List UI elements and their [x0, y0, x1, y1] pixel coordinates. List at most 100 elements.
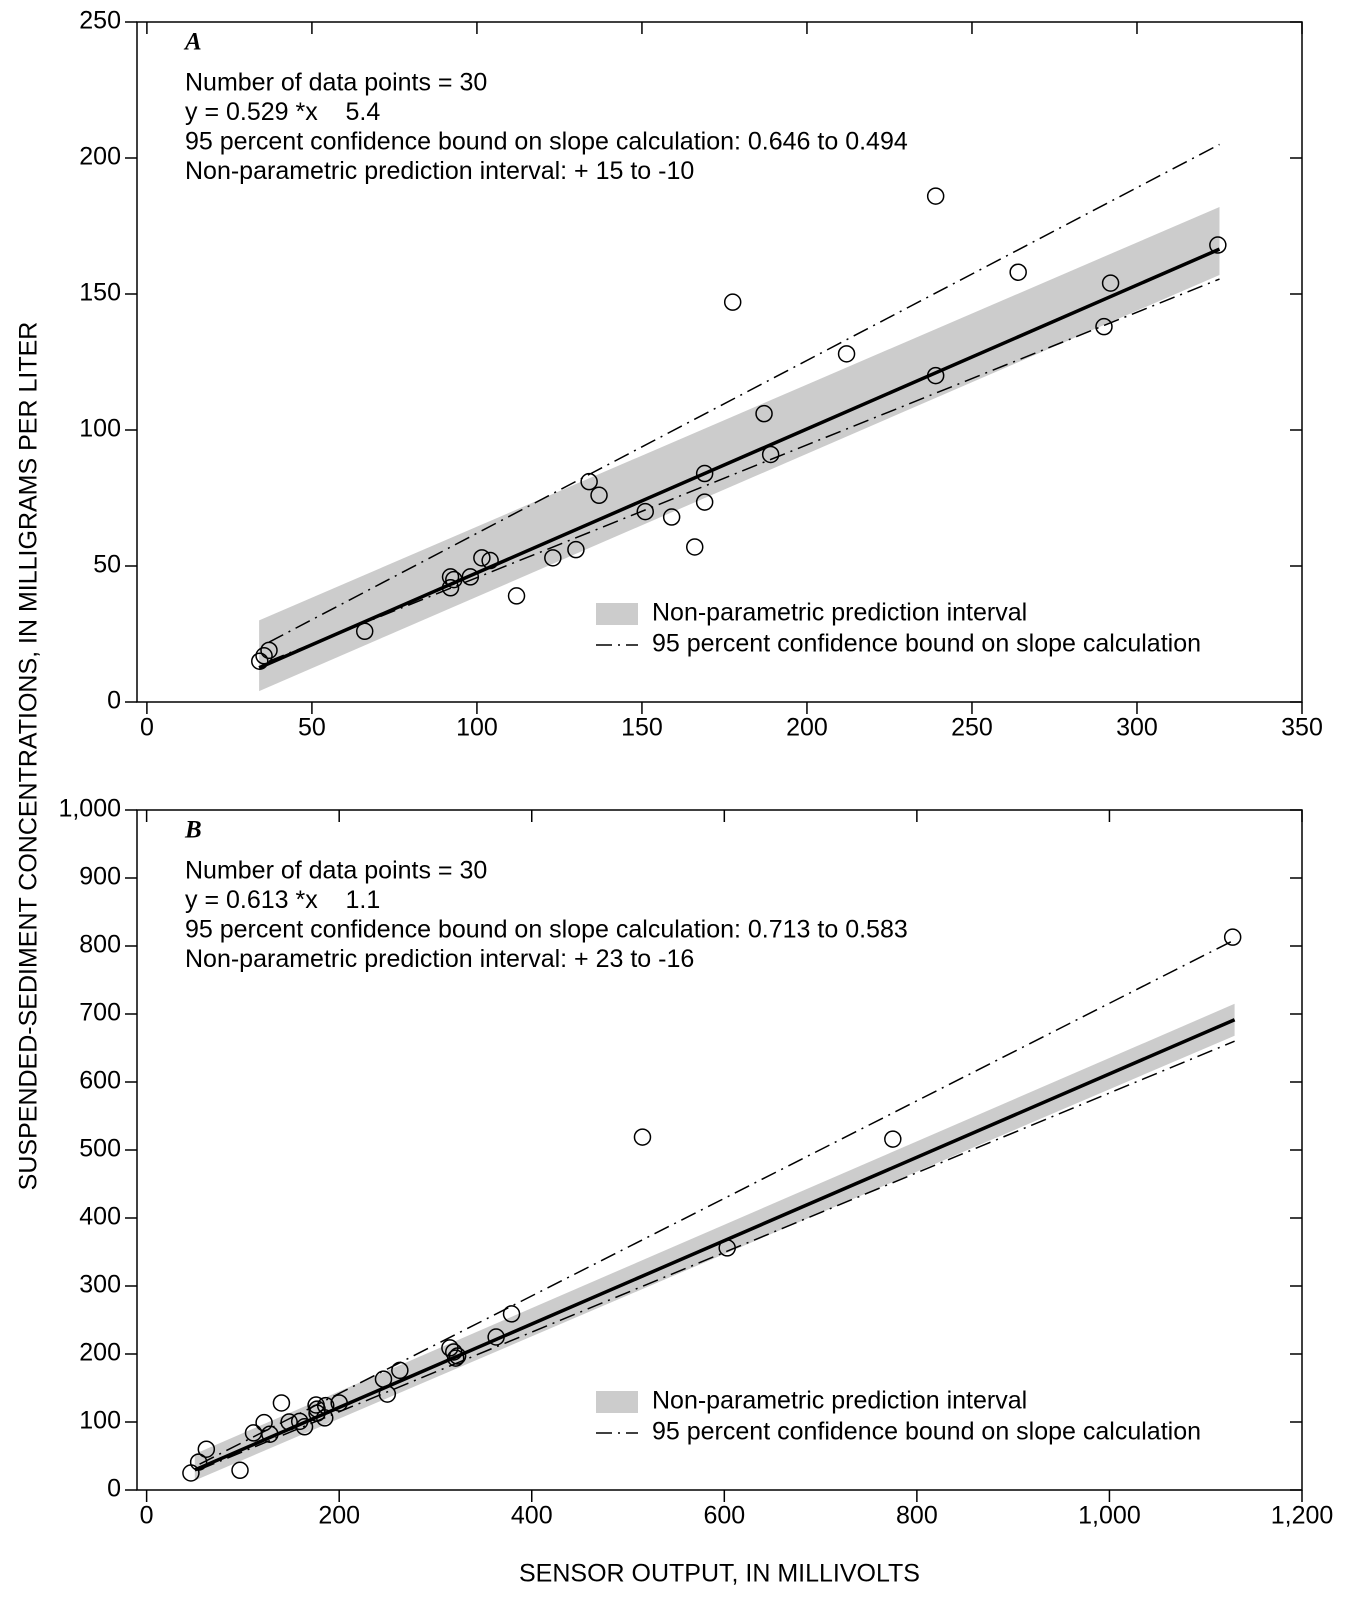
prediction-band [194, 1003, 1235, 1481]
data-point [290, 1412, 309, 1431]
y-tick-label: 700 [79, 999, 121, 1027]
x-tick-label: 200 [318, 1502, 360, 1530]
annotation: Non-parametric prediction interval: + 15… [185, 157, 694, 185]
y-tick-label: 0 [107, 687, 121, 715]
x-tick-label: 0 [140, 714, 154, 742]
data-point [590, 486, 608, 505]
data-point [1095, 317, 1113, 336]
x-tick-label: 100 [456, 714, 498, 742]
data-point [295, 1418, 314, 1436]
data-point [1209, 236, 1227, 254]
data-point [280, 1413, 298, 1431]
data-point [197, 1440, 216, 1458]
data-point [755, 404, 773, 423]
legend-label: 95 percent confidence bound on slope cal… [652, 1418, 1201, 1446]
x-tick-label: 150 [621, 714, 663, 742]
data-point [761, 445, 780, 464]
data-point [315, 1409, 334, 1427]
data-point [448, 1347, 467, 1365]
x-tick-label: 800 [896, 1502, 938, 1530]
data-point [391, 1361, 409, 1380]
panel-label: B [184, 817, 202, 844]
fit-line [194, 1018, 1236, 1472]
data-point [1101, 274, 1120, 292]
x-tick-label: 350 [1281, 714, 1323, 742]
data-point [441, 579, 460, 597]
legend-label: Non-parametric prediction interval [652, 1387, 1027, 1415]
data-point [255, 647, 273, 665]
prediction-band [259, 206, 1220, 692]
confidence-bound [199, 939, 1235, 1465]
annotation: y = 0.529 *x 5.4 [185, 98, 380, 126]
y-tick-label: 100 [79, 415, 121, 443]
data-point [544, 549, 562, 567]
data-point [255, 1413, 273, 1432]
x-tick-label: 0 [140, 1502, 154, 1530]
y-tick-label: 600 [79, 1067, 121, 1095]
y-tick-label: 50 [93, 551, 121, 579]
data-point [260, 641, 278, 660]
y-tick-label: 200 [79, 143, 121, 171]
data-point [378, 1385, 397, 1403]
data-point [330, 1394, 348, 1412]
data-point [251, 652, 269, 670]
data-point [481, 551, 499, 570]
data-point [502, 1305, 521, 1323]
confidence-bound [199, 1040, 1235, 1471]
x-tick-label: 50 [298, 714, 326, 742]
data-point [695, 464, 714, 483]
data-point [633, 1128, 652, 1146]
data-point [662, 508, 681, 526]
confidence-bound [268, 143, 1220, 643]
y-tick-label: 500 [79, 1135, 121, 1163]
data-point [695, 493, 714, 511]
data-point [355, 622, 374, 641]
x-tick-label: 250 [951, 714, 993, 742]
annotation: 95 percent confidence bound on slope cal… [185, 128, 908, 156]
data-point [445, 570, 463, 589]
x-tick-label: 1,000 [1078, 1502, 1141, 1530]
data-point [487, 1328, 505, 1346]
annotation: 95 percent confidence bound on slope cal… [185, 916, 908, 944]
y-tick-label: 1,000 [58, 795, 121, 823]
data-point [189, 1453, 208, 1471]
data-point [261, 1425, 279, 1443]
data-point [316, 1396, 335, 1415]
x-tick-label: 400 [511, 1502, 553, 1530]
data-point [580, 472, 598, 491]
y-tick-label: 400 [79, 1203, 121, 1231]
data-point [507, 587, 526, 605]
data-point [636, 502, 654, 521]
y-axis-label: SUSPENDED-SEDIMENT CONCENTRATIONS, IN MI… [15, 322, 43, 1191]
y-tick-label: 150 [79, 279, 121, 307]
legend-label: 95 percent confidence bound on slope cal… [652, 630, 1201, 658]
y-tick-label: 0 [107, 1475, 121, 1503]
y-tick-label: 200 [79, 1339, 121, 1367]
x-tick-label: 200 [786, 714, 828, 742]
data-point [446, 1349, 465, 1367]
y-tick-label: 900 [79, 863, 121, 891]
data-point [723, 293, 742, 311]
confidence-bound [268, 278, 1220, 662]
data-point [926, 187, 945, 205]
data-point [718, 1239, 736, 1257]
y-tick-label: 800 [79, 931, 121, 959]
data-point [884, 1130, 902, 1148]
data-point [567, 540, 585, 559]
data-point [441, 568, 460, 586]
fit-line [258, 247, 1221, 670]
y-tick-label: 300 [79, 1271, 121, 1299]
panel-label: A [183, 29, 202, 56]
data-point [272, 1394, 291, 1412]
data-point [231, 1461, 249, 1480]
x-tick-label: 600 [703, 1502, 745, 1530]
annotation: y = 0.613 *x 1.1 [185, 886, 380, 914]
data-point [1223, 928, 1242, 946]
legend-swatch [596, 603, 638, 625]
legend-swatch [596, 1391, 638, 1413]
data-point [837, 345, 856, 363]
y-tick-label: 250 [79, 7, 121, 35]
data-point [685, 538, 704, 556]
data-point [926, 366, 945, 385]
